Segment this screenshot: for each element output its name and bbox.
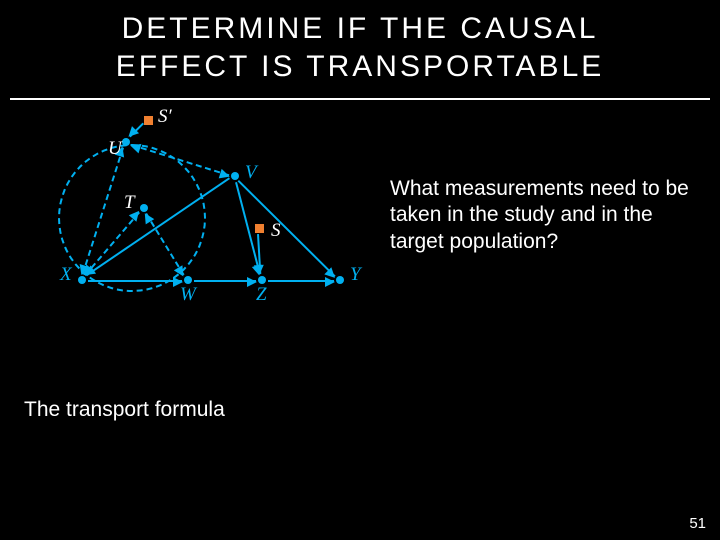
- node-label-X: X: [60, 264, 72, 286]
- node-W: [184, 276, 192, 284]
- node-Z: [258, 276, 266, 284]
- edge: [88, 280, 182, 282]
- node-label-S: S: [271, 220, 281, 242]
- edge: [129, 123, 144, 138]
- node-label-T: T: [124, 192, 135, 214]
- formula-caption: The transport formula: [24, 398, 225, 422]
- edge: [238, 180, 336, 277]
- node-label-W: W: [180, 284, 196, 306]
- edge: [257, 234, 261, 274]
- node-label-Y: Y: [350, 264, 361, 286]
- node-T: [140, 204, 148, 212]
- node-label-V: V: [245, 162, 257, 184]
- edge: [194, 280, 256, 282]
- node-label-Sp: S′: [158, 106, 172, 128]
- causal-diagram: US′VTSXWZY: [40, 116, 370, 316]
- edge: [268, 280, 334, 282]
- node-Sp: [144, 116, 153, 125]
- node-label-Z: Z: [256, 284, 267, 306]
- title-line-2: EFFECT IS TRANSPORTABLE: [116, 50, 605, 83]
- node-label-U: U: [108, 138, 122, 160]
- title-line-1: DETERMINE IF THE CAUSAL: [122, 12, 599, 45]
- title-divider: [10, 98, 710, 100]
- node-U: [122, 138, 130, 146]
- node-V: [231, 172, 239, 180]
- node-S: [255, 224, 264, 233]
- node-X: [78, 276, 86, 284]
- node-Y: [336, 276, 344, 284]
- question-text: What measurements need to be taken in th…: [390, 176, 690, 255]
- page-number: 51: [689, 515, 706, 532]
